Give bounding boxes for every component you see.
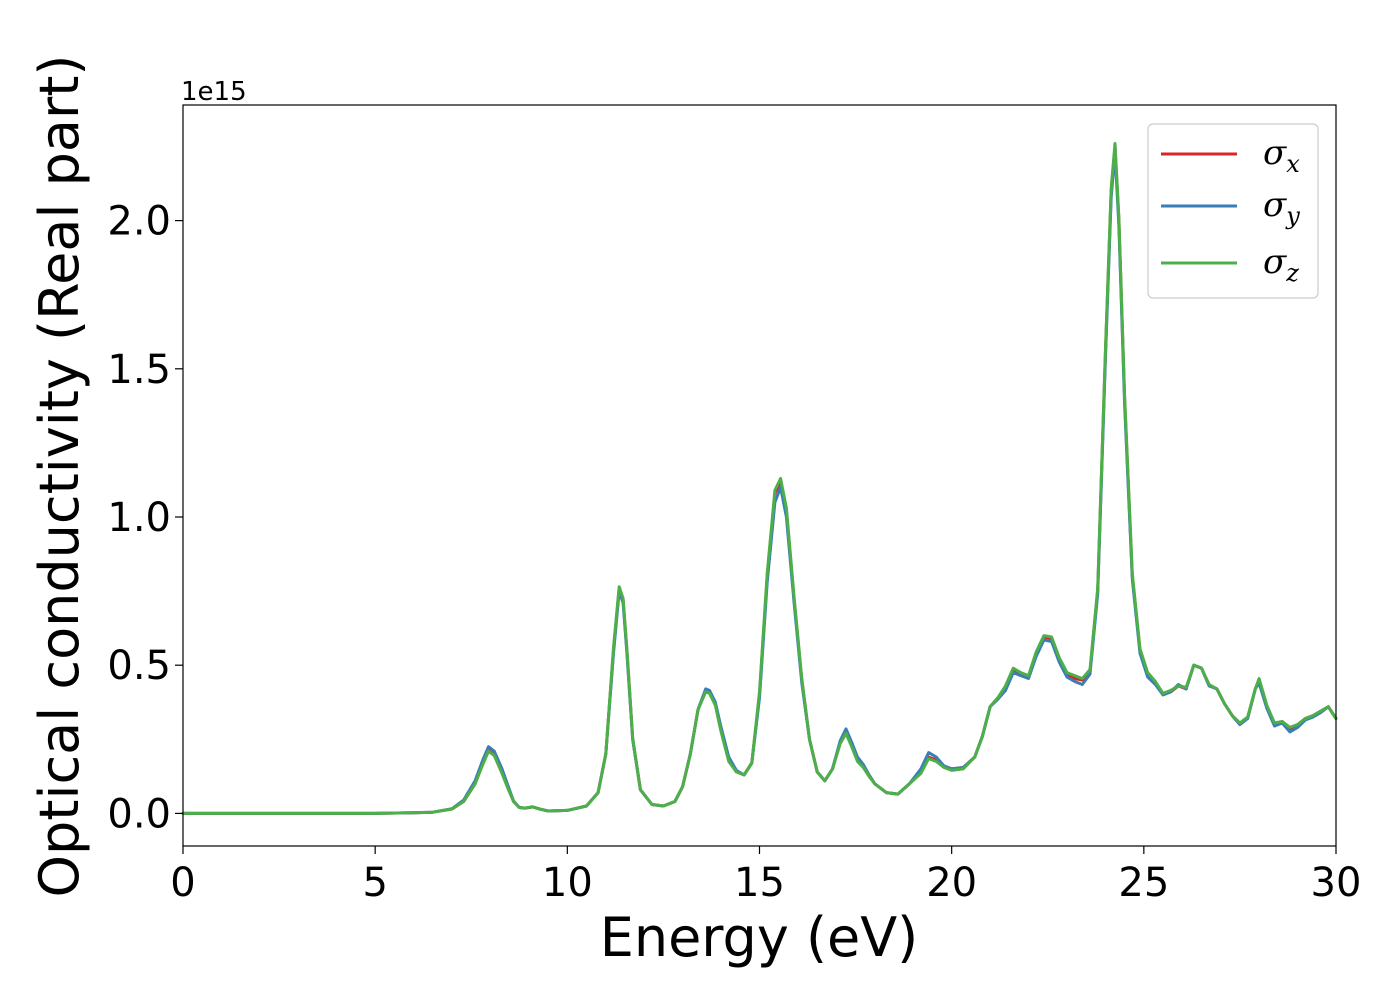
plot-series [181, 142, 1338, 815]
legend: σx σy σz [1147, 123, 1319, 299]
legend-label-y: σy [1263, 185, 1300, 230]
x-tick-label: 10 [542, 860, 593, 906]
legend-box [1147, 123, 1319, 299]
x-tick-label: 20 [926, 860, 977, 906]
x-tick-label: 30 [1311, 860, 1362, 906]
legend-label-z: σz [1263, 242, 1299, 287]
x-tick-label: 15 [734, 860, 785, 906]
y-tick-label: 0.0 [107, 791, 171, 837]
series-line-z [181, 142, 1338, 815]
x-axis-ticks: 0 5 10 15 20 25 30 [170, 846, 1361, 906]
x-tick-label: 0 [170, 860, 195, 906]
y-tick-label: 0.5 [107, 643, 171, 689]
x-axis-label: Energy (eV) [600, 906, 919, 969]
y-tick-label: 2.0 [107, 199, 171, 245]
x-tick-label: 25 [1118, 860, 1169, 906]
y-axis-ticks: 0.0 0.5 1.0 1.5 2.0 [107, 199, 183, 837]
y-offset-label: 1e15 [181, 77, 247, 107]
x-tick-label: 5 [362, 860, 387, 906]
plot-frame [182, 104, 1337, 847]
y-tick-label: 1.0 [107, 495, 171, 541]
y-tick-label: 1.5 [107, 347, 171, 393]
legend-label-x: σx [1263, 133, 1300, 178]
y-axis-label: Optical conductivity (Real part) [28, 55, 91, 898]
